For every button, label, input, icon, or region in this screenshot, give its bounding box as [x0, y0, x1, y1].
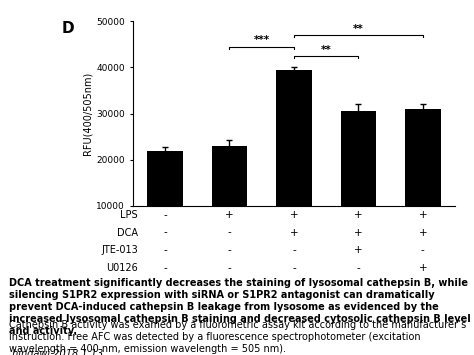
Text: -: - [163, 245, 167, 255]
Bar [341, 111, 376, 252]
Text: +: + [419, 210, 427, 220]
Bar [212, 146, 247, 252]
Text: -: - [163, 210, 167, 220]
Text: -: - [163, 263, 167, 273]
Text: -: - [356, 263, 360, 273]
Text: -: - [163, 228, 167, 237]
Text: D: D [62, 21, 74, 36]
Text: hindawi.2018.1.13: hindawi.2018.1.13 [9, 349, 104, 355]
Text: ***: *** [254, 35, 270, 45]
Bar [405, 109, 440, 252]
Text: Cathepsin B activity was examed by a fluorometric assay kit according to the man: Cathepsin B activity was examed by a flu… [9, 320, 467, 354]
Text: -: - [421, 245, 425, 255]
Text: -: - [292, 263, 296, 273]
Text: **: ** [353, 24, 364, 34]
Text: +: + [225, 210, 234, 220]
Text: **: ** [321, 44, 331, 55]
Text: -: - [228, 228, 231, 237]
Text: +: + [419, 263, 427, 273]
Text: +: + [290, 228, 298, 237]
Text: +: + [354, 245, 363, 255]
Text: DCA treatment significantly decreases the staining of lysosomal cathepsin B, whi: DCA treatment significantly decreases th… [9, 278, 471, 337]
Text: -: - [228, 263, 231, 273]
Text: -: - [228, 245, 231, 255]
Text: -: - [292, 245, 296, 255]
Bar [276, 70, 311, 252]
Text: +: + [290, 210, 298, 220]
Text: +: + [354, 210, 363, 220]
Text: +: + [419, 228, 427, 237]
Text: JTE-013: JTE-013 [101, 245, 138, 255]
Text: +: + [354, 228, 363, 237]
Text: U0126: U0126 [106, 263, 138, 273]
Text: DCA: DCA [117, 228, 138, 237]
Bar [147, 151, 182, 252]
Text: LPS: LPS [120, 210, 138, 220]
Y-axis label: RFU(400/505nm): RFU(400/505nm) [82, 72, 92, 155]
